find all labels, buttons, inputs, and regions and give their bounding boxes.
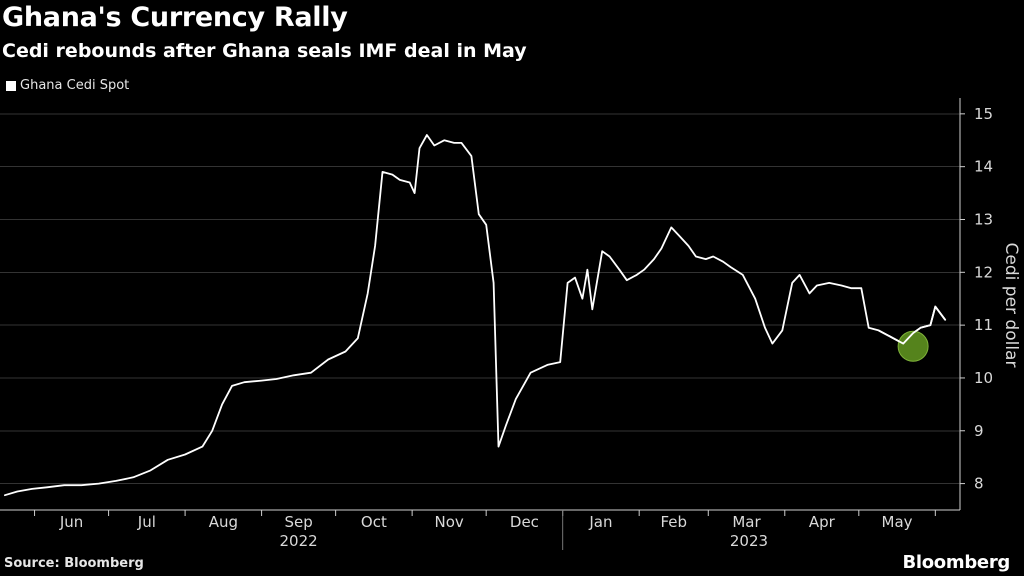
y-tick-label-9: 9 <box>974 422 984 440</box>
x-tick-label-jan: Jan <box>588 513 612 531</box>
x-axis-ticks: Jun Jul Aug Sep Oct Nov Dec Jan Feb Mar Apr May 2022… <box>34 510 936 550</box>
year-label-2023: 2023 <box>730 532 768 550</box>
series-line-overlay <box>878 305 946 345</box>
series-layer <box>4 134 947 497</box>
series-line-ghana-cedi-spot <box>4 134 947 497</box>
legend: Ghana Cedi Spot <box>6 78 129 93</box>
y-tick-label-10: 10 <box>974 369 993 387</box>
x-tick-label-sep: Sep <box>284 513 312 531</box>
x-tick-label-dec: Dec <box>510 513 539 531</box>
x-tick-label-may: May <box>882 513 913 531</box>
y-tick-label-8: 8 <box>974 475 984 493</box>
x-tick-label-mar: Mar <box>732 513 761 531</box>
y-axis-ticks: 8 9 10 11 12 13 14 15 <box>960 105 993 493</box>
chart-title: Ghana's Currency Rally <box>2 2 348 33</box>
y-axis-label: Cedi per dollar <box>1001 243 1021 368</box>
highlight-layer <box>878 305 946 362</box>
x-tick-label-jun: Jun <box>59 513 83 531</box>
highlight-marker-imf-deal <box>897 330 929 362</box>
x-tick-label-nov: Nov <box>435 513 464 531</box>
legend-label: Ghana Cedi Spot <box>20 78 130 93</box>
y-tick-label-13: 13 <box>974 210 993 228</box>
x-tick-label-oct: Oct <box>361 513 387 531</box>
x-tick-label-feb: Feb <box>660 513 687 531</box>
year-label-2022: 2022 <box>280 532 318 550</box>
y-tick-label-14: 14 <box>974 158 993 176</box>
chart-subtitle: Cedi rebounds after Ghana seals IMF deal… <box>2 40 527 62</box>
x-tick-label-apr: Apr <box>809 513 836 531</box>
y-tick-label-15: 15 <box>974 105 993 123</box>
bloomberg-logo: Bloomberg <box>902 552 1010 573</box>
legend-swatch <box>6 80 16 91</box>
y-tick-label-11: 11 <box>974 316 993 334</box>
x-tick-label-jul: Jul <box>137 513 156 531</box>
y-tick-label-12: 12 <box>974 263 993 281</box>
gridlines <box>0 113 960 485</box>
x-tick-label-aug: Aug <box>209 513 238 531</box>
source-note: Source: Bloomberg <box>4 556 144 571</box>
